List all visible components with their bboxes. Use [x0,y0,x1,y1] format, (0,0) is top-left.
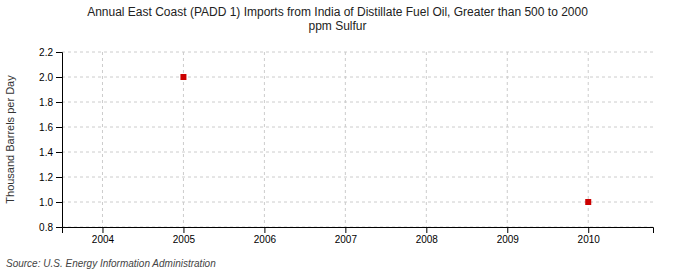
y-axis-line [56,53,63,228]
grid-line-y [62,77,653,78]
x-tick-label: 2009 [497,234,520,245]
y-tick: 1.8 [39,97,62,108]
source: Source: U.S. Energy Information Administ… [6,258,216,269]
x-tick-label: 2010 [578,234,601,245]
x-tick: 2007 [335,227,358,245]
y-tick: 1.4 [39,147,62,158]
x-tick-mark [264,227,265,233]
points [180,74,591,205]
grid-line-x [102,52,103,227]
y-axis-title: Thousand Barrels per Day [4,75,16,204]
y-tick-mark [56,77,62,78]
y-tick-mark [56,152,62,153]
y-tick-mark [56,52,62,53]
chart: 2004 2005 2006 2007 2008 2009 2010 0.8 1.0 1.2 1.4… [0,0,675,275]
grid [62,52,653,227]
y-tick-mark [56,177,62,178]
x-axis-line [63,228,654,234]
x-tick: 2004 [92,227,115,245]
y-tick: 1.0 [39,197,62,208]
y-tick-label: 2.0 [39,72,53,83]
y-tick-label: 1.2 [39,172,53,183]
y-tick: 1.2 [39,172,62,183]
grid-line-x [426,52,427,227]
grid-line-y [62,127,653,128]
title: Annual East Coast (PADD 1) Imports from … [87,5,588,33]
x-tick-label: 2005 [173,234,196,245]
grid-line-y [62,152,653,153]
grid-line-x [507,52,508,227]
x-tick-mark [426,227,427,233]
grid-line-x [345,52,346,227]
y-tick: 1.6 [39,122,62,133]
x-tick-mark [102,227,103,233]
x-tick: 2010 [578,227,601,245]
y-axis: 0.8 1.0 1.2 1.4 1.6 1.8 2.0 2.2 [39,47,62,233]
y-tick: 2.2 [39,47,62,58]
plot: 2004 2005 2006 2007 2008 2009 2010 0.8 1.0 1.2 1.4… [39,47,653,245]
x-tick-mark [588,227,589,233]
x-tick-mark [345,227,346,233]
x-tick: 2008 [416,227,439,245]
x-tick-label: 2004 [92,234,115,245]
x-axis: 2004 2005 2006 2007 2008 2009 2010 [63,227,654,245]
x-tick-label: 2007 [335,234,358,245]
y-tick-label: 1.8 [39,97,53,108]
y-tick: 2.0 [39,72,62,83]
x-tick-label: 2008 [416,234,439,245]
point [180,74,186,80]
grid-line-y [62,52,653,53]
y-tick-label: 0.8 [39,222,53,233]
y-tick-mark [56,202,62,203]
x-tick-mark [507,227,508,233]
y-tick-label: 2.2 [39,47,53,58]
y-tick: 0.8 [39,222,62,233]
y-tick-label: 1.4 [39,147,53,158]
y-tick-mark [56,102,62,103]
x-tick: 2006 [254,227,277,245]
grid-line-y [62,102,653,103]
y-tick-label: 1.6 [39,122,53,133]
y-tick-mark [56,227,62,228]
x-tick-label: 2006 [254,234,277,245]
grid-line-y [62,202,653,203]
x-tick-mark [183,227,184,233]
x-tick: 2009 [497,227,520,245]
y-tick-label: 1.0 [39,197,53,208]
point [585,199,591,205]
grid-line-y [62,177,653,178]
y-tick-mark [56,127,62,128]
x-tick: 2005 [173,227,196,245]
grid-line-x [264,52,265,227]
